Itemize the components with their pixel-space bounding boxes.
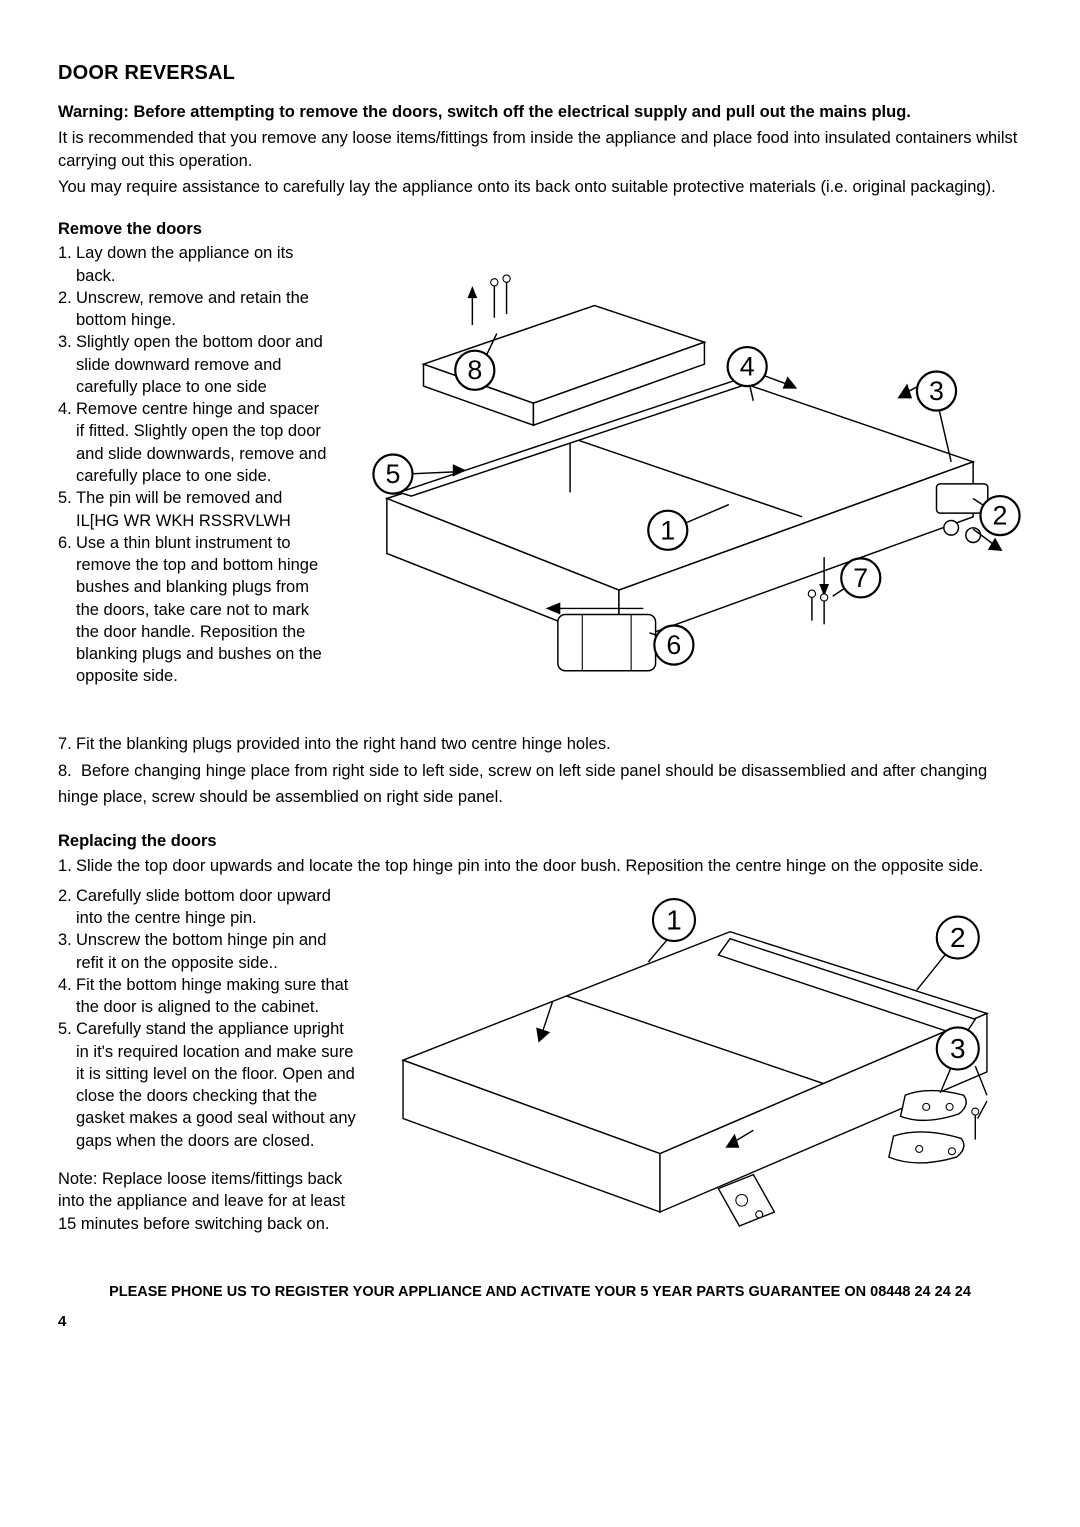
list-item: 1.Lay down the appliance on its back.: [58, 242, 328, 287]
replace-step-1: 1.Slide the top door upwards and locate …: [58, 855, 1022, 877]
svg-text:7: 7: [853, 563, 868, 593]
svg-text:1: 1: [666, 904, 682, 935]
replace-heading: Replacing the doors: [58, 830, 1022, 852]
list-item: 3.Unscrew the bottom hinge pin and refit…: [58, 929, 358, 974]
svg-text:3: 3: [929, 376, 944, 406]
svg-text:2: 2: [950, 922, 966, 953]
page-number: 4: [58, 1312, 1022, 1332]
remove-step-8: 8. Before changing hinge place from righ…: [58, 759, 1022, 810]
list-item: 5.The pin will be removed and IL[HG WR W…: [58, 487, 328, 532]
svg-text:4: 4: [740, 352, 755, 382]
svg-text:5: 5: [385, 459, 400, 489]
svg-text:3: 3: [950, 1033, 966, 1064]
footer-text: PLEASE PHONE US TO REGISTER YOUR APPLIAN…: [58, 1283, 1022, 1303]
remove-heading: Remove the doors: [58, 218, 1022, 240]
remove-steps-list: 1.Lay down the appliance on its back.2.U…: [58, 242, 328, 687]
svg-text:1: 1: [660, 516, 675, 546]
list-item: 5.Carefully stand the appliance upright …: [58, 1018, 358, 1152]
page-title: DOOR REVERSAL: [58, 60, 1022, 87]
list-item: 3.Slightly open the bottom door and slid…: [58, 331, 328, 398]
list-item: 4.Fit the bottom hinge making sure that …: [58, 974, 358, 1019]
note-text: Note: Replace loose items/fittings back …: [58, 1168, 358, 1235]
replace-steps-list: 2.Carefully slide bottom door upward int…: [58, 885, 358, 1152]
remove-step-7: 7.Fit the blanking plugs provided into t…: [58, 733, 1022, 755]
svg-text:6: 6: [666, 630, 681, 660]
intro-text-1: It is recommended that you remove any lo…: [58, 127, 1022, 172]
list-item: 2.Unscrew, remove and retain the bottom …: [58, 287, 328, 332]
list-item: 2.Carefully slide bottom door upward int…: [58, 885, 358, 930]
intro-text-2: You may require assistance to carefully …: [58, 176, 1022, 198]
callout-replace-2: 2: [917, 916, 979, 990]
warning-text: Warning: Before attempting to remove the…: [58, 101, 1022, 123]
remove-diagram: 1 2 3 4 5: [328, 242, 1022, 731]
svg-text:8: 8: [467, 356, 482, 386]
svg-text:2: 2: [993, 501, 1008, 531]
list-item: 6.Use a thin blunt instrument to remove …: [58, 532, 328, 688]
list-item: 4.Remove centre hinge and spacer if fitt…: [58, 398, 328, 487]
replace-diagram: 1 2 3: [358, 885, 1022, 1259]
